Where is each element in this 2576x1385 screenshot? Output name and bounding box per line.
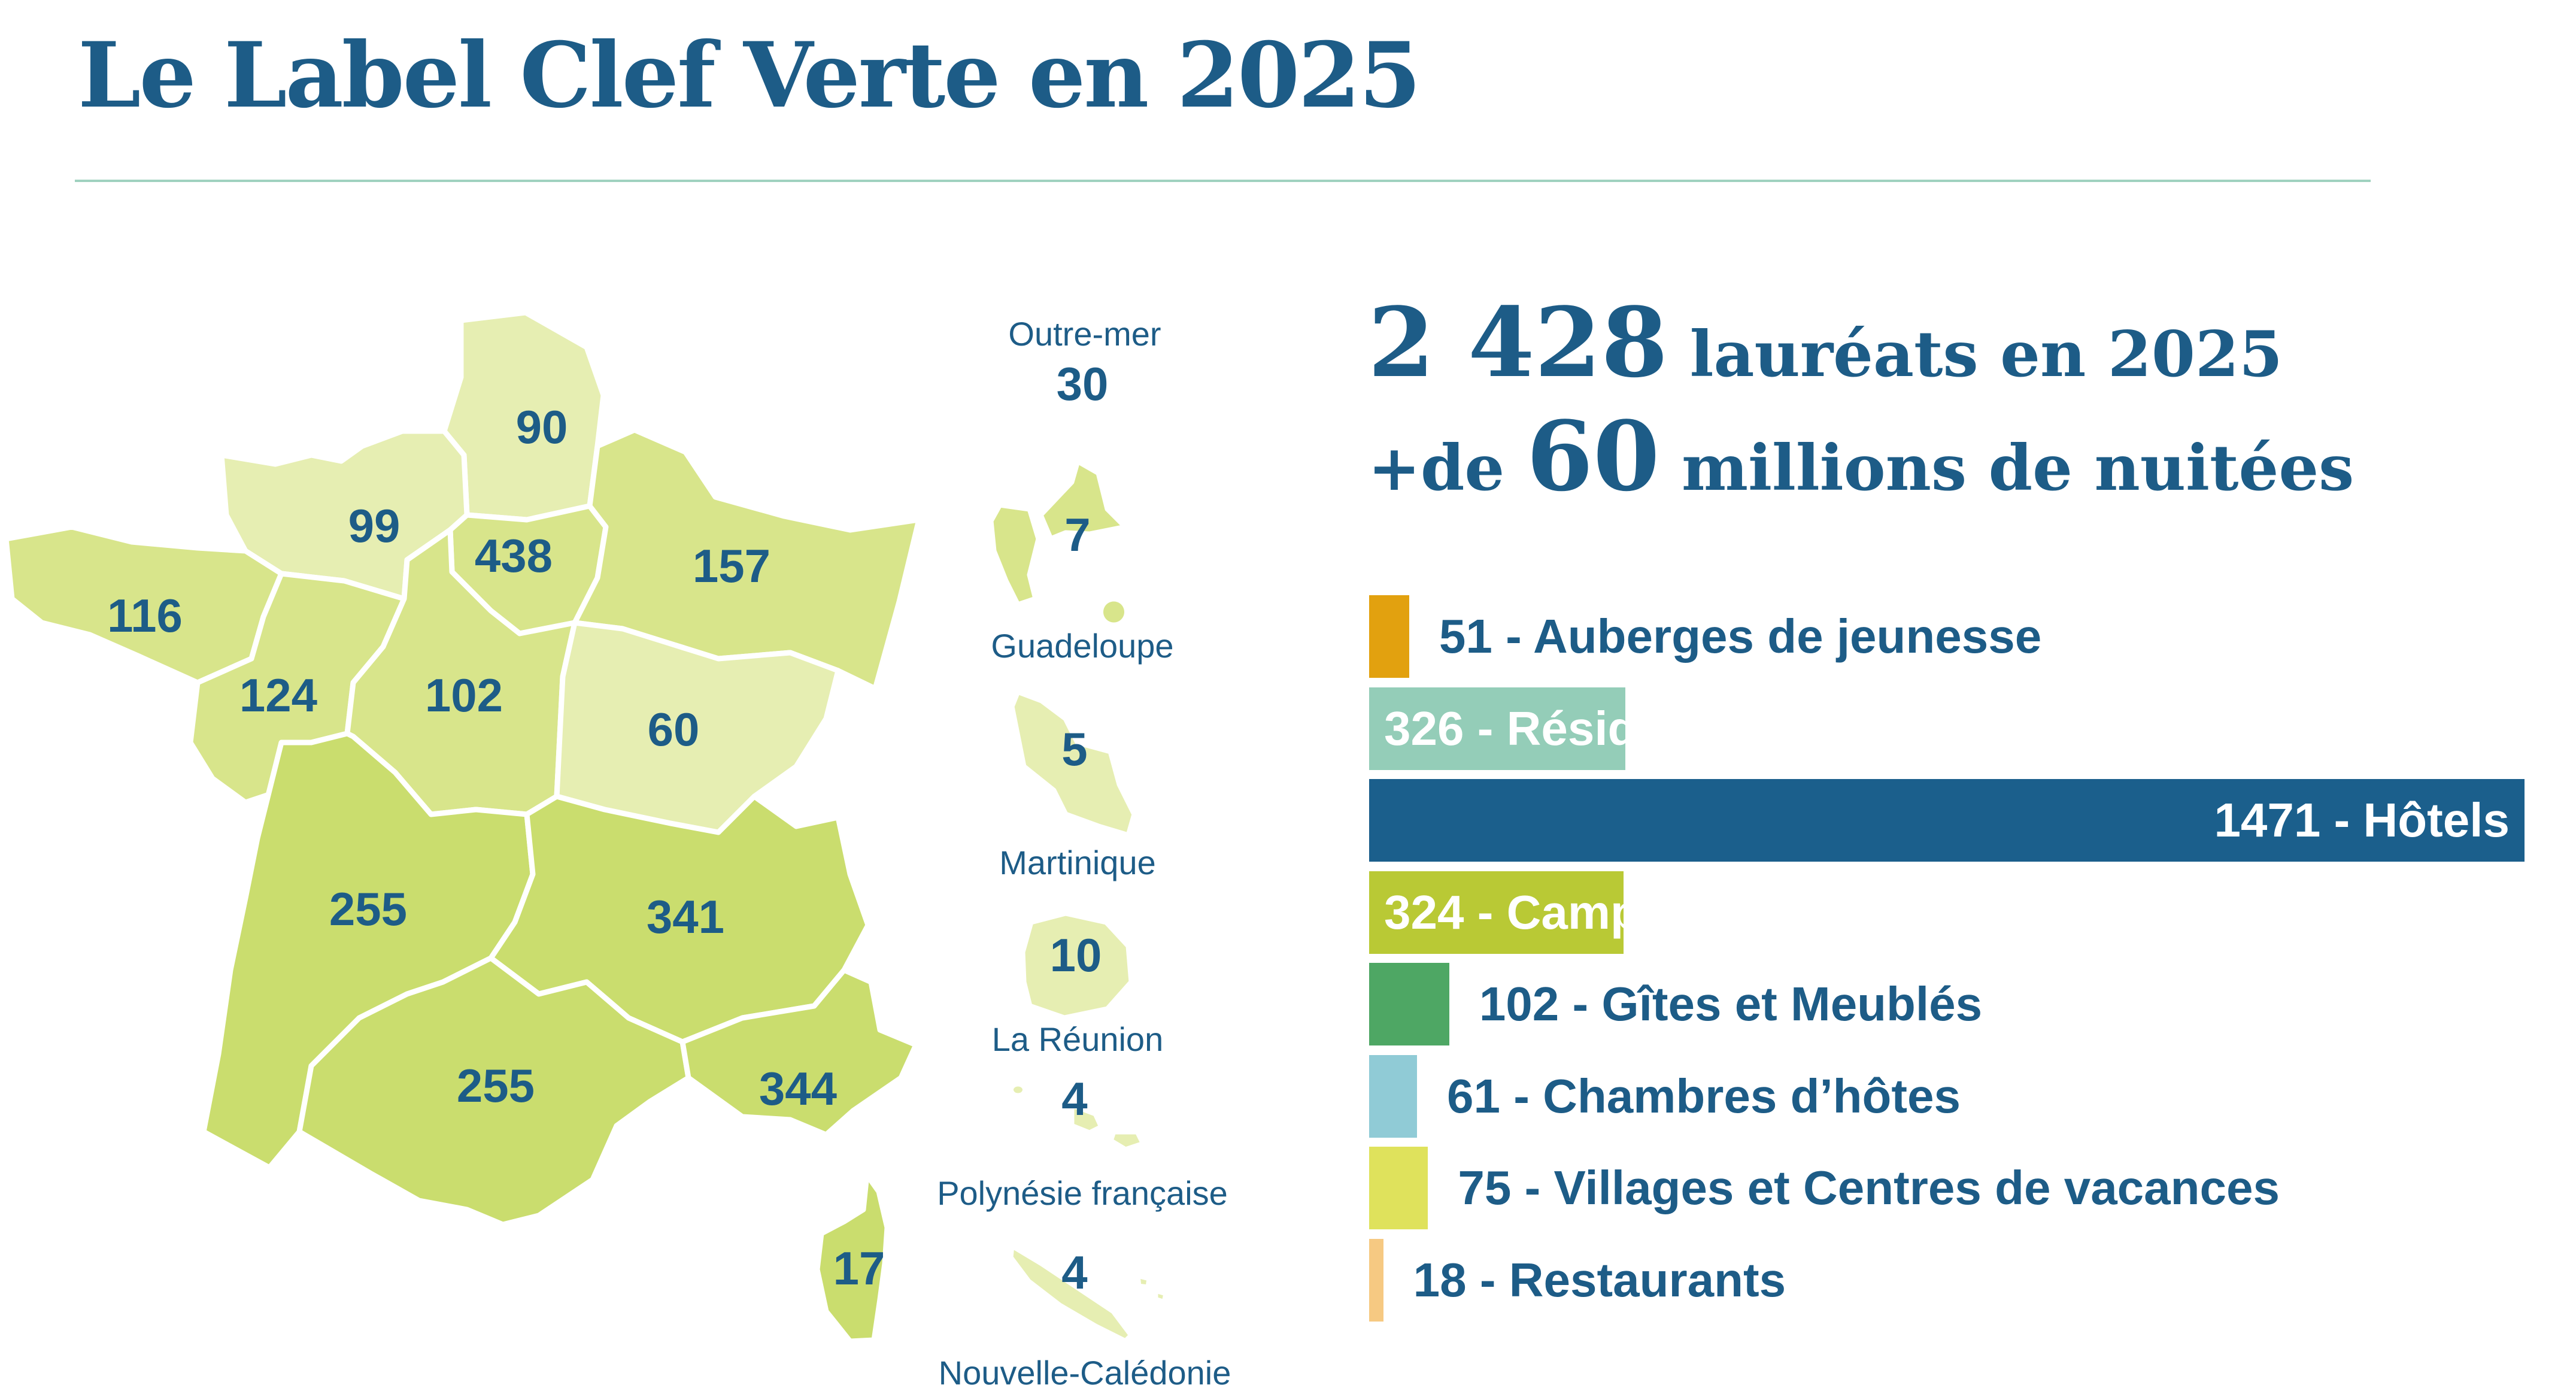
bar-label-0: 51 - Auberges de jeunesse bbox=[1439, 610, 2042, 663]
polynesie-francaise-name: Polynésie française bbox=[937, 1174, 1228, 1212]
region-value-auvergne-rhone-alpes: 341 bbox=[647, 890, 724, 943]
bar-label-1: 326 - Résidences de tourisme bbox=[1384, 701, 2058, 755]
bar-3 bbox=[1369, 871, 1624, 954]
laureats-headline: 2 428 lauréats en 2025 bbox=[1368, 286, 2283, 399]
nouvelle-caledonie-name: Nouvelle-Calédonie bbox=[939, 1354, 1231, 1385]
bar-5 bbox=[1369, 1054, 1418, 1138]
territory-guadeloupe bbox=[988, 458, 1130, 628]
guadeloupe-name: Guadeloupe bbox=[991, 627, 1173, 665]
region-bourgogne-franche-comte bbox=[554, 620, 841, 835]
title-divider bbox=[75, 180, 2371, 182]
bar-label-4: 102 - Gîtes et Meublés bbox=[1479, 977, 1983, 1031]
laureats-text: lauréats en 2025 bbox=[1689, 317, 2283, 391]
region-value-centre-val-de-loire: 102 bbox=[425, 669, 503, 722]
nights-headline: +de 60 millions de nuitées bbox=[1368, 400, 2354, 513]
outremer-total: 30 bbox=[1057, 357, 1109, 410]
nights-text: millions de nuitées bbox=[1681, 431, 2354, 505]
outremer-label: Outre-mer bbox=[1008, 315, 1161, 353]
la-reunion-value: 10 bbox=[1050, 929, 1102, 981]
territory-polynesie-francaise bbox=[1008, 1081, 1146, 1153]
nights-number: 60 bbox=[1526, 400, 1660, 513]
region-occitanie bbox=[296, 955, 691, 1228]
region-provence-alpes-cote-d-azur bbox=[679, 967, 919, 1138]
region-value-normandie: 99 bbox=[348, 499, 400, 552]
territory-la-reunion bbox=[1020, 910, 1134, 1021]
territory-martinique bbox=[1009, 689, 1137, 838]
region-value-grand-est: 157 bbox=[693, 540, 770, 592]
bar-1 bbox=[1369, 687, 1625, 770]
bar-4 bbox=[1369, 963, 1449, 1045]
bar-label-3: 324 - Campings bbox=[1384, 885, 1738, 939]
la-reunion-name: La Réunion bbox=[992, 1020, 1163, 1058]
region-value-nouvelle-aquitaine: 255 bbox=[329, 883, 407, 935]
page-title: Le Label Clef Verte en 2025 bbox=[78, 23, 1421, 128]
bar-7 bbox=[1369, 1238, 1383, 1322]
bar-label-7: 18 - Restaurants bbox=[1413, 1253, 1786, 1307]
bar-label-2: 1471 - Hôtels bbox=[2214, 793, 2510, 847]
region-value-corse: 17 bbox=[833, 1242, 885, 1295]
guadeloupe-value: 7 bbox=[1064, 508, 1090, 561]
bar-2 bbox=[1369, 779, 2525, 862]
region-value-hauts-de-france: 90 bbox=[516, 401, 568, 453]
nights-prefix: +de bbox=[1368, 431, 1505, 505]
martinique-name: Martinique bbox=[999, 844, 1155, 881]
polynesie-francaise-value: 4 bbox=[1061, 1072, 1087, 1125]
bar-label-6: 75 - Villages et Centres de vacances bbox=[1458, 1161, 2280, 1214]
region-value-provence-alpes-cote-d-azur: 344 bbox=[759, 1062, 837, 1115]
bar-label-5: 61 - Chambres d’hôtes bbox=[1447, 1069, 1961, 1123]
region-value-ile-de-france: 438 bbox=[475, 529, 553, 582]
region-value-bretagne: 116 bbox=[107, 589, 183, 642]
region-value-bourgogne-franche-comte: 60 bbox=[648, 703, 700, 756]
region-corse bbox=[814, 1172, 890, 1344]
region-value-occitanie: 255 bbox=[457, 1059, 535, 1112]
nouvelle-caledonie-value: 4 bbox=[1061, 1246, 1087, 1299]
territory-nouvelle-caledonie bbox=[1008, 1242, 1169, 1344]
bar-6 bbox=[1369, 1147, 1428, 1229]
region-value-pays-de-la-loire: 124 bbox=[239, 669, 317, 722]
martinique-value: 5 bbox=[1061, 723, 1087, 775]
laureats-number: 2 428 bbox=[1368, 286, 1668, 399]
bar-0 bbox=[1369, 595, 1409, 678]
